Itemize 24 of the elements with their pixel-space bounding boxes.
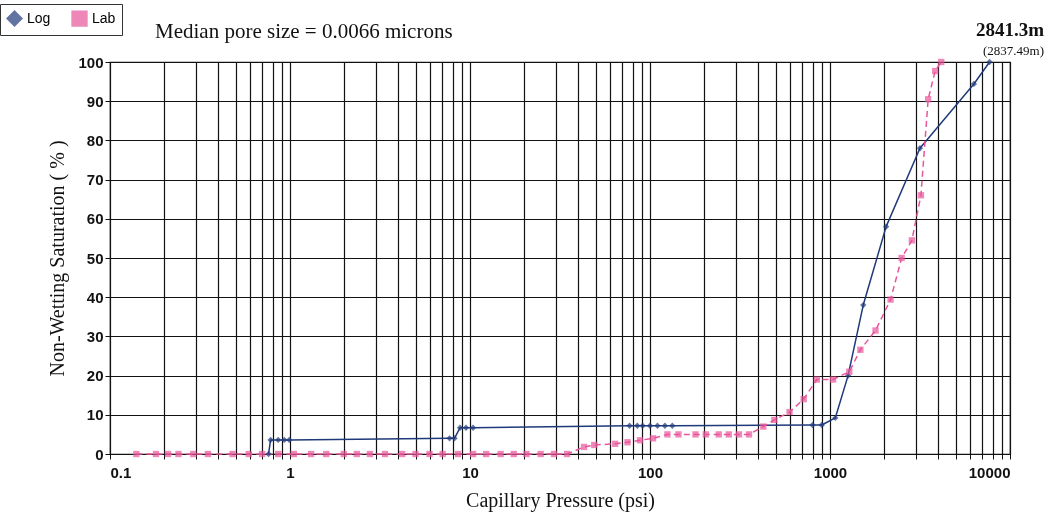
- y-tick-label: 80: [86, 131, 104, 149]
- y-tick-label: 70: [86, 171, 104, 189]
- y-axis-title: Non-Wetting Saturation ( % ): [46, 140, 70, 377]
- y-tick-label: 50: [86, 249, 104, 267]
- x-tick-label: 1000: [813, 463, 848, 481]
- chart-title: Median pore size = 0.0066 microns: [155, 19, 453, 43]
- y-tick-label: 60: [86, 210, 104, 228]
- y-tick-label: 10: [86, 406, 104, 424]
- x-axis-title: Capillary Pressure (psi): [466, 488, 655, 512]
- legend-label: Log: [27, 9, 51, 26]
- x-tick-label: 1: [286, 463, 295, 481]
- y-tick-label: 30: [86, 327, 104, 345]
- legend-label: Lab: [92, 9, 116, 26]
- x-tick-label: 10000: [968, 463, 1011, 481]
- y-tick-label: 100: [78, 53, 104, 71]
- x-tick-label: 0.1: [110, 463, 132, 481]
- x-tick-label: 10: [462, 463, 479, 481]
- y-tick-label: 40: [86, 288, 104, 306]
- y-tick-label: 0: [95, 445, 104, 463]
- x-tick-label: 100: [637, 463, 664, 481]
- text: 2841.3m: [975, 19, 1045, 40]
- y-tick-label: 90: [86, 92, 104, 110]
- text: (2837.49m): [982, 43, 1044, 58]
- y-tick-label: 20: [86, 367, 104, 385]
